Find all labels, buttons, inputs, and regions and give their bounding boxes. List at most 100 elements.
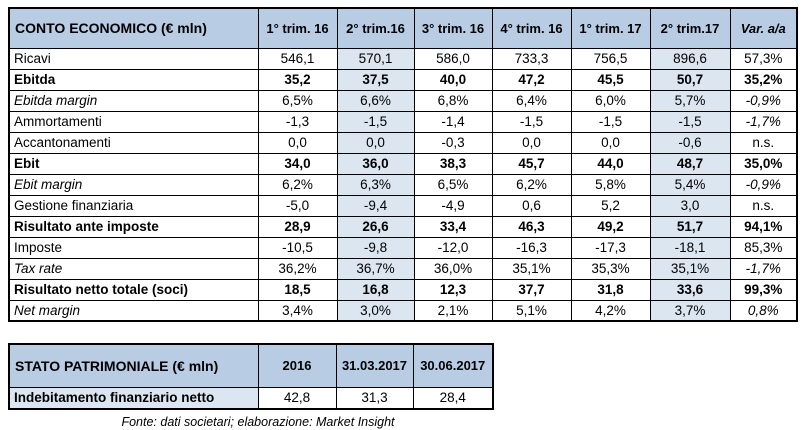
value-cell: 35,1%: [491, 257, 572, 280]
column-header-5: 1° trim. 17: [570, 7, 651, 49]
value-cell: 5,1%: [491, 299, 572, 322]
value-cell: 94,1%: [729, 215, 798, 238]
table-row: Ebitda margin 6,5% 6,6% 6,8% 6,4% 6,0% 5,7% -0,…: [8, 89, 798, 112]
source-note: Fonte: dati societari; elaborazione: Mar…: [121, 415, 395, 429]
value-cell: -0,3: [413, 131, 493, 154]
value-cell: -0,9%: [729, 173, 798, 196]
value-cell: 31,3: [335, 386, 414, 410]
value-cell: 37,7: [491, 278, 572, 301]
table-row: Gestione finanziaria -5,0 -9,4 -4,9 0,6 5,2 3,…: [8, 194, 798, 217]
value-cell: 46,3: [491, 215, 572, 238]
value-cell: 570,1: [336, 47, 415, 70]
value-cell: -16,3: [491, 236, 572, 259]
row-label: Imposte: [8, 236, 259, 259]
value-cell: 3,7%: [649, 299, 731, 322]
stato-patrimoniale-table: STATO PATRIMONIALE (€ mln) 2016 31.03.201…: [8, 343, 494, 410]
value-cell: 48,7: [649, 152, 731, 175]
row-label: Ebit margin: [8, 173, 259, 196]
row-label: Ebitda margin: [8, 89, 259, 112]
value-cell: 5,7%: [649, 89, 731, 112]
value-cell: 5,8%: [570, 173, 651, 196]
value-cell: 44,0: [570, 152, 651, 175]
value-cell: 47,2: [491, 68, 572, 91]
value-cell: 12,3: [413, 278, 493, 301]
value-cell: 35,2: [257, 68, 338, 91]
row-label: Risultato netto totale (soci): [8, 278, 259, 301]
value-cell: 85,3%: [729, 236, 798, 259]
table-row: Ebit margin 6,2% 6,3% 6,5% 6,2% 5,8% 5,4% -0,9%: [8, 173, 798, 196]
value-cell: 36,2%: [257, 257, 338, 280]
value-cell: 49,2: [570, 215, 651, 238]
value-cell: 6,0%: [570, 89, 651, 112]
value-cell: 0,0: [336, 131, 415, 154]
stato-patrimoniale-header-row: STATO PATRIMONIALE (€ mln) 2016 31.03.201…: [8, 343, 494, 388]
value-cell: 37,5: [336, 68, 415, 91]
value-cell: -0,6: [649, 131, 731, 154]
column-header-3: 3° trim. 16: [413, 7, 493, 49]
conto-economico-header-row: CONTO ECONOMICO (€ mln) 1° trim. 16 2° tr…: [8, 7, 798, 49]
value-cell: 45,7: [491, 152, 572, 175]
value-cell: 28,4: [412, 386, 494, 410]
value-cell: 0,0: [491, 131, 572, 154]
value-cell: 45,5: [570, 68, 651, 91]
value-cell: 0,8%: [729, 299, 798, 322]
value-cell: 33,4: [413, 215, 493, 238]
value-cell: 36,0: [336, 152, 415, 175]
value-cell: 50,7: [649, 68, 731, 91]
value-cell: -5,0: [257, 194, 338, 217]
value-cell: 42,8: [257, 386, 337, 410]
value-cell: 16,8: [336, 278, 415, 301]
value-cell: -18,1: [649, 236, 731, 259]
value-cell: 896,6: [649, 47, 731, 70]
conto-economico-title: CONTO ECONOMICO (€ mln): [8, 7, 259, 49]
value-cell: 5,4%: [649, 173, 731, 196]
row-label: Ebit: [8, 152, 259, 175]
value-cell: 36,7%: [336, 257, 415, 280]
table-row: Imposte -10,5 -9,8 -12,0 -16,3 -17,3 -18,1 85,3…: [8, 236, 798, 259]
value-cell: 34,0: [257, 152, 338, 175]
value-cell: 0,6: [491, 194, 572, 217]
value-cell: -10,5: [257, 236, 338, 259]
value-cell: -1,5: [570, 110, 651, 133]
value-cell: -1,7%: [729, 110, 798, 133]
value-cell: 6,8%: [413, 89, 493, 112]
value-cell: n.s.: [729, 194, 798, 217]
value-cell: 546,1: [257, 47, 338, 70]
value-cell: 6,2%: [491, 173, 572, 196]
column-header-6: 2° trim.17: [649, 7, 731, 49]
value-cell: 0,0: [570, 131, 651, 154]
value-cell: -12,0: [413, 236, 493, 259]
table-row: Accantonamenti 0,0 0,0 -0,3 0,0 0,0 -0,6 n.s.: [8, 131, 798, 154]
value-cell: -1,5: [336, 110, 415, 133]
value-cell: 26,6: [336, 215, 415, 238]
value-cell: -0,9%: [729, 89, 798, 112]
table-row: Risultato ante imposte 28,9 26,6 33,4 46,3 49…: [8, 215, 798, 238]
value-cell: -1,5: [649, 110, 731, 133]
table-row: Ebitda 35,2 37,5 40,0 47,2 45,5 50,7 35,2%: [8, 68, 798, 91]
value-cell: -9,4: [336, 194, 415, 217]
row-label: Tax rate: [8, 257, 259, 280]
value-cell: 5,2: [570, 194, 651, 217]
value-cell: 3,4%: [257, 299, 338, 322]
row-label: Ebitda: [8, 68, 259, 91]
row-label: Ammortamenti: [8, 110, 259, 133]
value-cell: 38,3: [413, 152, 493, 175]
row-label: Ricavi: [8, 47, 259, 70]
value-cell: 756,5: [570, 47, 651, 70]
value-cell: 3,0: [649, 194, 731, 217]
value-cell: 6,6%: [336, 89, 415, 112]
column-header-7: Var. a/a: [729, 7, 798, 49]
value-cell: -17,3: [570, 236, 651, 259]
row-label: Net margin: [8, 299, 259, 322]
row-label: Gestione finanziaria: [8, 194, 259, 217]
value-cell: 57,3%: [729, 47, 798, 70]
value-cell: 33,6: [649, 278, 731, 301]
value-cell: 4,2%: [570, 299, 651, 322]
value-cell: 99,3%: [729, 278, 798, 301]
table-row: Net margin 3,4% 3,0% 2,1% 5,1% 4,2% 3,7% 0,8%: [8, 299, 798, 322]
column-header-1: 1° trim. 16: [257, 7, 338, 49]
conto-economico-table: CONTO ECONOMICO (€ mln) 1° trim. 16 2° tr…: [8, 7, 798, 322]
row-label: Risultato ante imposte: [8, 215, 259, 238]
value-cell: 6,3%: [336, 173, 415, 196]
value-cell: 6,5%: [257, 89, 338, 112]
